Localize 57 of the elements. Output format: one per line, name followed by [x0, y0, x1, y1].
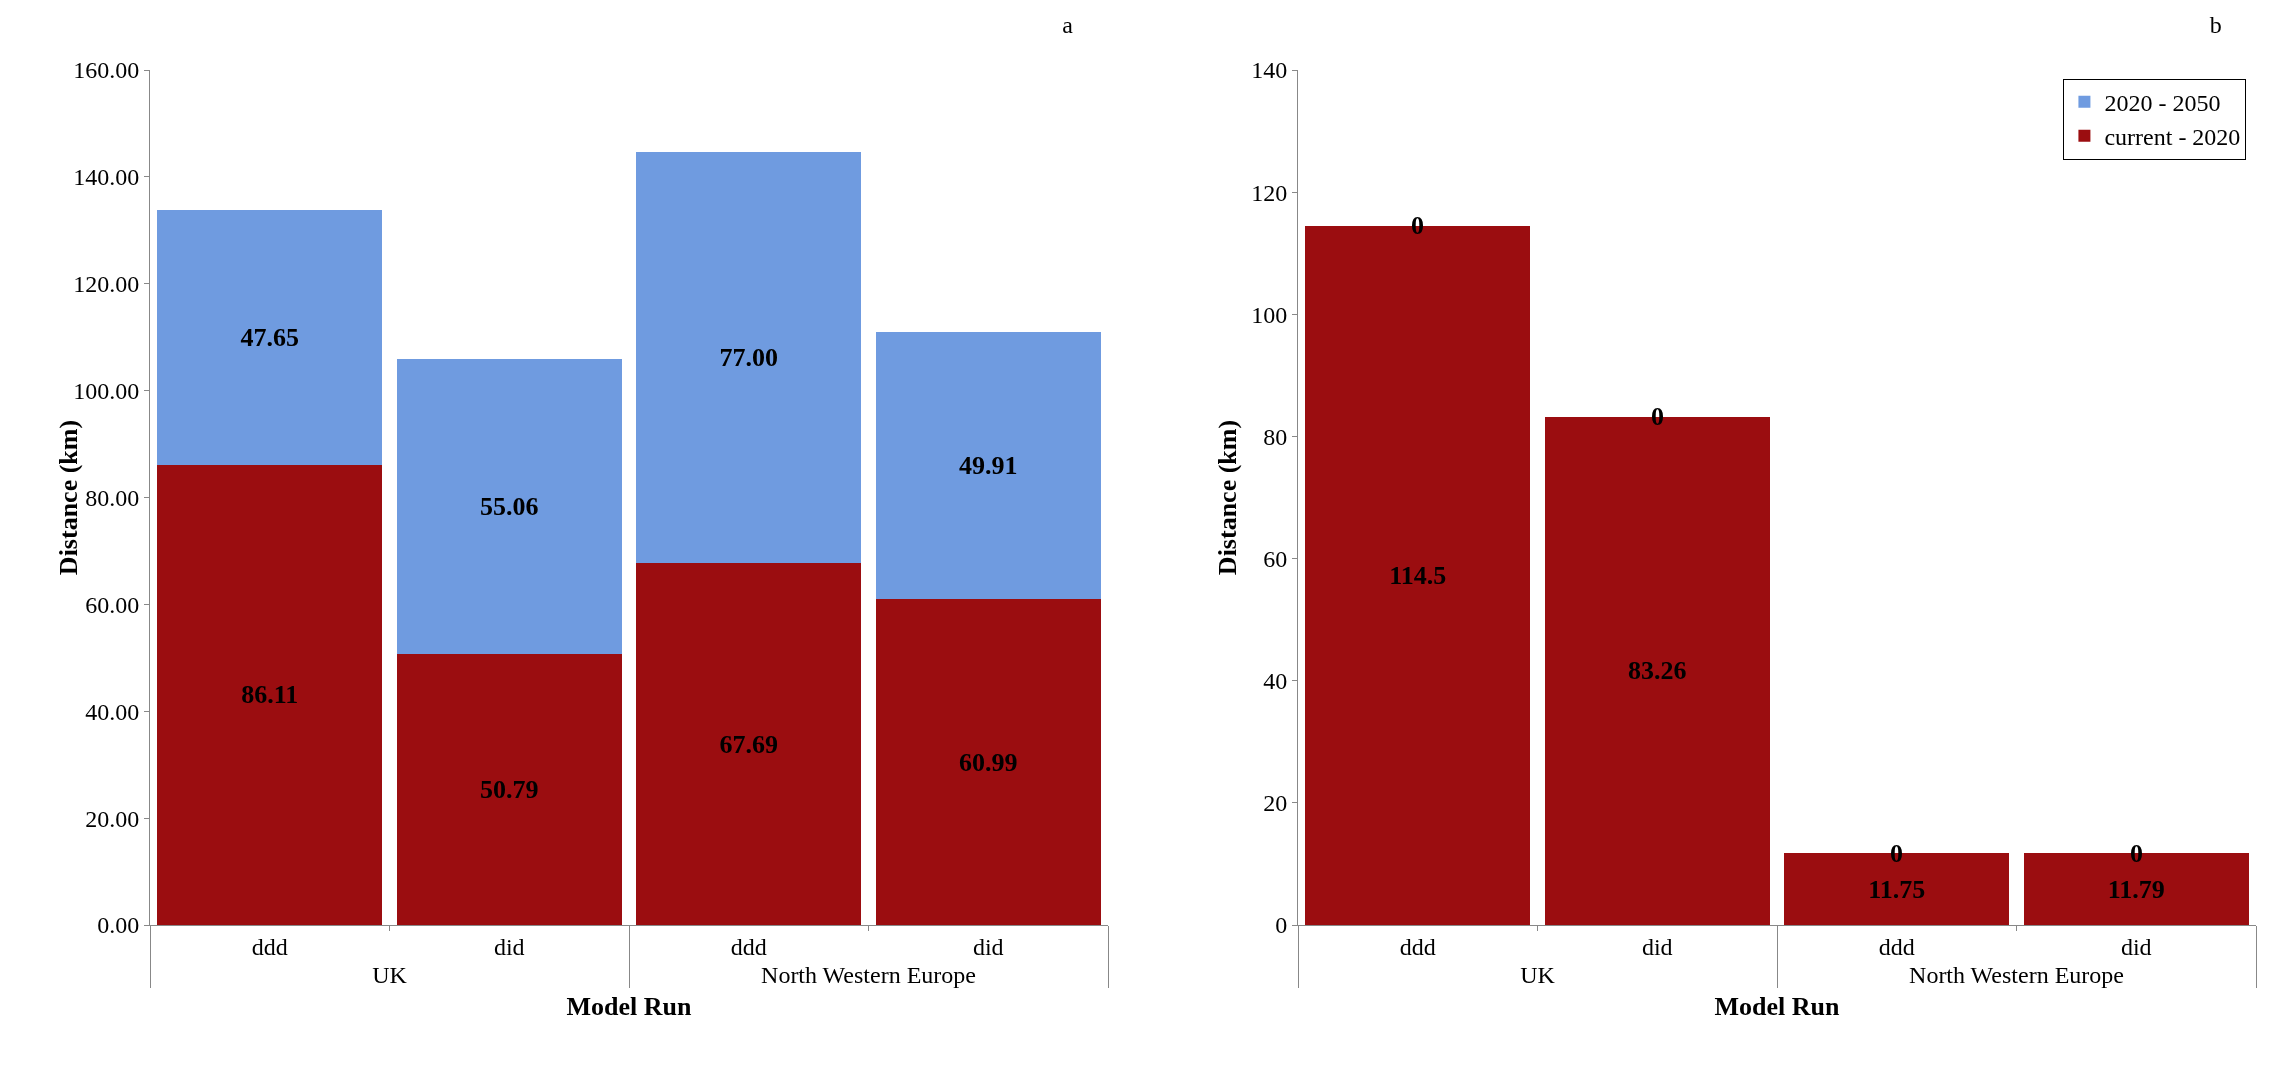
x-tick-label: did — [493, 933, 525, 960]
bar — [875, 332, 1101, 600]
y-tick-label: 0.00 — [97, 912, 140, 939]
y-tick-label: 120 — [1251, 179, 1288, 206]
data-label: 49.91 — [959, 451, 1018, 481]
y-tick-label: 0 — [1275, 912, 1288, 939]
y-tick-label: 40 — [1263, 668, 1288, 695]
y-tick-label: 80 — [1263, 423, 1288, 450]
y-tick-label: 60 — [1263, 545, 1288, 572]
x-tick-label: ddd — [730, 933, 767, 960]
y-tick-label: 120.00 — [73, 271, 140, 298]
data-label: 77.00 — [719, 343, 779, 373]
legend-label: current - 2020 — [2104, 124, 2241, 151]
y-tick-label: 40.00 — [85, 698, 140, 725]
x-tick-label: did — [2120, 933, 2152, 960]
x-axis-title: Model Run — [566, 992, 693, 1022]
x-axis-title: Model Run — [1714, 992, 1841, 1022]
legend-label: 2020 - 2050 — [2104, 90, 2221, 117]
x-tick-label: ddd — [1878, 933, 1915, 960]
x-tick-label: ddd — [251, 933, 288, 960]
data-label: 50.79 — [480, 774, 539, 804]
data-label: 67.69 — [719, 729, 779, 759]
chart-title: b — [2209, 11, 2222, 38]
data-label: 86.11 — [241, 680, 299, 710]
data-label: 47.65 — [240, 323, 300, 353]
y-tick-label: 60.00 — [85, 591, 140, 618]
y-tick-label: 100.00 — [73, 378, 140, 405]
y-tick-label: 20.00 — [85, 805, 140, 832]
text: North Western Europe — [1909, 961, 2124, 988]
x-tick-label: did — [1641, 933, 1673, 960]
y-tick-label: 140 — [1251, 57, 1288, 84]
x-tick-label: did — [972, 933, 1004, 960]
bar — [875, 599, 1101, 925]
y-tick-label: 20 — [1263, 790, 1288, 817]
text: North Western Europe — [761, 961, 976, 988]
text: UK — [1520, 961, 1556, 988]
bar — [636, 563, 862, 925]
data-label: 11.79 — [2107, 874, 2165, 904]
bar — [157, 210, 383, 465]
y-tick-label: 80.00 — [85, 484, 140, 511]
bar — [396, 653, 622, 925]
y-tick-label: 160.00 — [73, 57, 140, 84]
bar — [636, 151, 862, 564]
bar — [157, 464, 383, 925]
text: UK — [372, 961, 408, 988]
bar — [396, 359, 622, 654]
y-tick-label: 100 — [1251, 301, 1288, 328]
y-tick-label: 140.00 — [73, 164, 140, 191]
data-label: 11.75 — [1868, 874, 1926, 904]
data-label: 114.5 — [1389, 560, 1447, 590]
data-label: 60.99 — [959, 747, 1018, 777]
y-axis-title: Distance (km) — [54, 419, 84, 576]
data-label: 55.06 — [480, 491, 539, 521]
chart-title: a — [1062, 11, 1074, 38]
data-label: 83.26 — [1628, 656, 1687, 686]
x-tick-label: ddd — [1399, 933, 1436, 960]
y-axis-title: Distance (km) — [1213, 419, 1242, 576]
